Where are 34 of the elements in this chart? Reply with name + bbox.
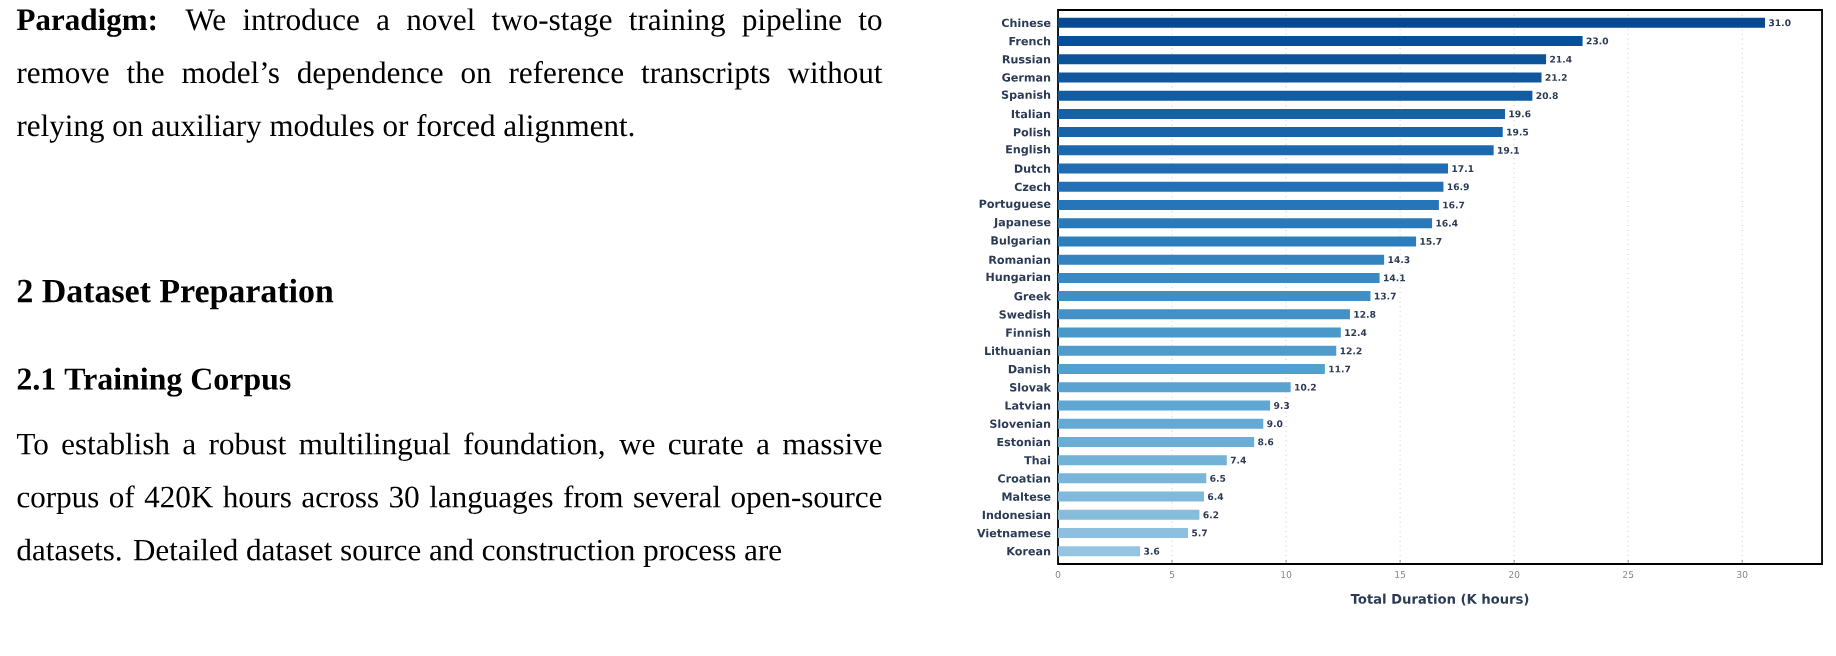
bar <box>1058 327 1341 338</box>
bar <box>1058 418 1264 429</box>
bar <box>1058 35 1583 46</box>
bar <box>1058 436 1255 447</box>
bar <box>1058 54 1547 65</box>
text: 2.1 Training Corpus <box>17 367 291 397</box>
bar <box>1058 473 1207 484</box>
bar <box>1058 90 1533 101</box>
bar <box>1058 382 1291 393</box>
bar <box>1058 528 1189 539</box>
bar <box>1058 272 1380 283</box>
bar <box>1058 491 1204 502</box>
bar <box>1058 309 1350 320</box>
bar <box>1058 400 1271 411</box>
bar <box>1058 200 1439 210</box>
bar <box>1058 127 1503 138</box>
bar <box>1058 546 1141 557</box>
bar <box>1058 181 1444 192</box>
bar <box>1058 364 1325 375</box>
bar <box>1058 291 1371 302</box>
text: 2 Dataset Preparation <box>17 278 334 310</box>
bar <box>1058 163 1449 174</box>
bar <box>1058 218 1433 229</box>
bar <box>1058 509 1200 520</box>
text: To establish a robust multilingual foundation, we curate a massive corpus of 420K hours across 30 languages from several open-source datasets. Detailed dataset source and construction process are <box>16 432 882 567</box>
text: Paradigm: We introduce a novel two-stage training pipeline to remove the model’s dependence on reference transcripts without relying on auxiliary modules or forced alignment. <box>16 8 883 143</box>
bar <box>1058 455 1227 466</box>
bar <box>1058 254 1385 265</box>
bar <box>1058 108 1506 119</box>
bar <box>1058 17 1766 28</box>
bar <box>1058 345 1337 356</box>
bar <box>1058 72 1542 83</box>
bar <box>1058 236 1417 247</box>
bar <box>1058 145 1494 156</box>
